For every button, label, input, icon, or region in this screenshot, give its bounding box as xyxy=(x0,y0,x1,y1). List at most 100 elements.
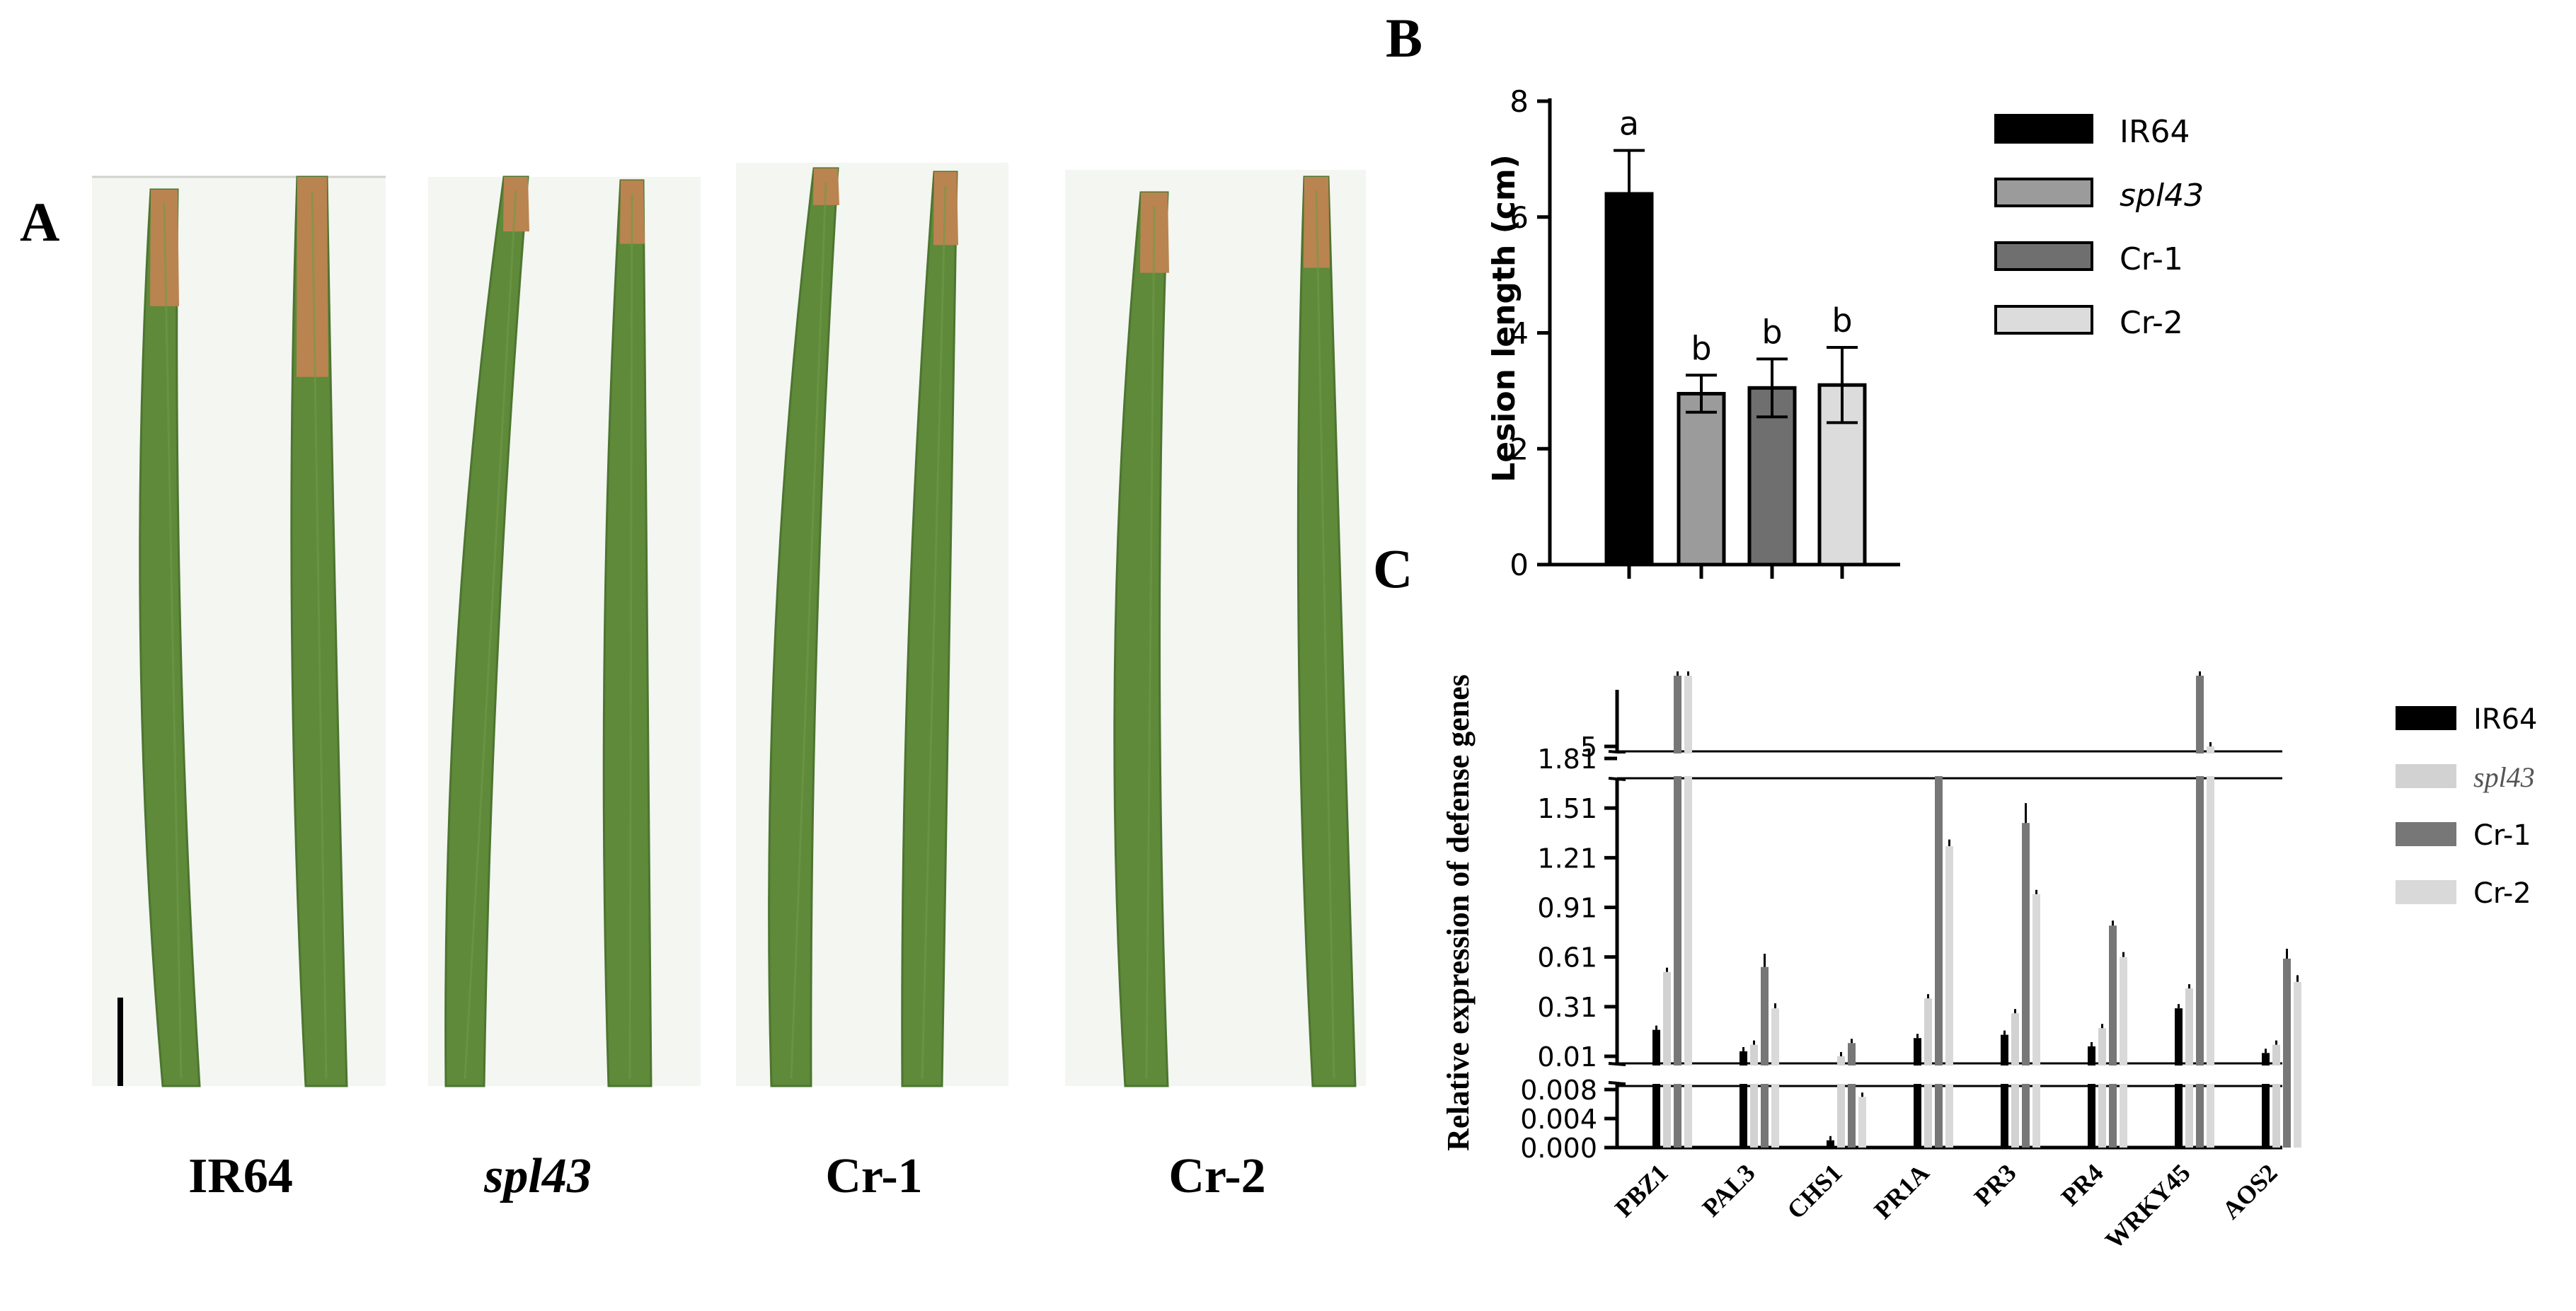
panel-c-bar xyxy=(2001,1034,2008,1148)
panel-c-chart: Relative expression of defense genes 0.0… xyxy=(1441,671,2538,1254)
leaf-group-label-cr2: Cr-2 xyxy=(1168,1149,1265,1203)
panel-c-y-tick-label: 0.01 xyxy=(1537,1041,1597,1073)
panel-c-bar xyxy=(1684,676,1692,1148)
leaf-midrib xyxy=(1315,190,1335,1080)
panel-c-y-tick-label: 1.21 xyxy=(1537,843,1597,874)
panel-c-bar xyxy=(1837,1056,1845,1148)
panel-c-bar xyxy=(1761,966,1769,1148)
leaf-midrib xyxy=(790,182,827,1080)
panel-c-legend-swatch xyxy=(2396,706,2456,730)
leaf-group-label-spl43: spl43 xyxy=(483,1149,592,1203)
panel-c-bar xyxy=(2294,981,2301,1148)
panel-b-y-tick-label: 4 xyxy=(1510,316,1529,351)
leaf-midrib xyxy=(628,194,633,1080)
panel-c-bar xyxy=(1827,1140,1834,1148)
panel-b-legend-label: Cr-1 xyxy=(2120,241,2183,277)
panel-c-x-tick-label: AOS2 xyxy=(2216,1158,2282,1224)
panel-label-b: B xyxy=(1386,7,1422,69)
panel-b-legend-swatch xyxy=(1994,241,2093,271)
panel-b-legend-swatch xyxy=(1994,305,2093,335)
panel-c-bar xyxy=(1858,1097,1866,1148)
panel-c-x-tick-label: PAL3 xyxy=(1697,1158,1761,1222)
panel-c-bar xyxy=(2283,959,2291,1148)
leaf-midrib xyxy=(1145,206,1156,1080)
panel-c-break-gap xyxy=(1619,753,2282,776)
panel-c-x-tick-label: WRKY45 xyxy=(2100,1158,2196,1254)
panel-c-y-tick-label: 0.61 xyxy=(1537,942,1597,974)
panel-a-leaf-images xyxy=(92,163,1366,1087)
panel-c-bar xyxy=(2120,957,2127,1148)
leaf-midrib xyxy=(163,203,183,1080)
leaf-blade xyxy=(444,175,529,1087)
panel-c-bar xyxy=(1740,1051,1747,1148)
leaf-midrib xyxy=(464,190,517,1080)
panel-c-legend-swatch xyxy=(2396,880,2456,904)
panel-c-x-tick-label: PR1A xyxy=(1868,1158,1934,1224)
panel-c-ylabel: Relative expression of defense genes xyxy=(1441,674,1476,1151)
panel-c-bar xyxy=(1663,971,1671,1148)
panel-b-y-tick-label: 6 xyxy=(1510,200,1529,235)
leaf-midrib xyxy=(921,185,947,1080)
leaf-group-label-ir64: IR64 xyxy=(188,1149,293,1203)
panel-c-bar xyxy=(2109,925,2117,1148)
panel-b-significance-label: a xyxy=(1619,105,1639,143)
panel-c-y-tick-label: 5 xyxy=(1580,732,1597,763)
panel-b-y-tick-label: 0 xyxy=(1510,548,1529,582)
panel-c-y-tick-label: 1.51 xyxy=(1537,793,1597,824)
panel-c-bar xyxy=(2207,746,2214,1148)
panel-c-y-tick-label: 1.81 xyxy=(1537,744,1597,775)
panel-c-legend-label: spl43 xyxy=(2473,761,2535,793)
panel-c-bar xyxy=(1674,676,1681,1148)
panel-b-legend-swatch xyxy=(1994,114,2093,144)
panel-c-bar xyxy=(2196,676,2204,1148)
panel-c-x-tick-label: PR3 xyxy=(1969,1158,2022,1211)
panel-c-bar xyxy=(2262,1053,2270,1148)
panel-c-bar xyxy=(1945,845,1953,1148)
panel-b-legend-swatch xyxy=(1994,178,2093,207)
panel-c-y-tick-label: 0.004 xyxy=(1520,1104,1597,1135)
panel-c-bar xyxy=(2098,1028,2106,1148)
panel-c-legend-swatch xyxy=(2396,764,2456,788)
panel-c-legend-label: Cr-2 xyxy=(2473,877,2531,910)
panel-b-significance-label: b xyxy=(1832,301,1852,340)
panel-c-x-tick-label: PR4 xyxy=(2056,1158,2109,1211)
panel-b-ylabel: Lesion length (cm) xyxy=(1486,154,1522,483)
panel-c-bar xyxy=(1935,770,1943,1148)
panel-c-bar xyxy=(1652,1029,1660,1148)
leaf-blade xyxy=(1296,175,1357,1087)
panel-c-bar xyxy=(2088,1046,2095,1148)
panel-c-legend-label: Cr-1 xyxy=(2473,819,2531,852)
panel-c-axis-break-mark xyxy=(1608,1062,1626,1066)
leaf-blade xyxy=(139,188,201,1087)
leaf-blade xyxy=(901,171,958,1087)
leaf-blade xyxy=(1113,191,1169,1087)
panel-c-bar xyxy=(2032,894,2040,1148)
panel-c-break-gap xyxy=(1619,1065,2282,1084)
panel-b-significance-label: b xyxy=(1691,329,1711,367)
panel-b-legend-label: Cr-2 xyxy=(2120,305,2183,341)
panel-c-y-tick-label: 0.008 xyxy=(1520,1075,1597,1106)
panel-c-bar xyxy=(1848,1043,1856,1148)
panel-b-legend-label: IR64 xyxy=(2120,114,2190,150)
panel-c-x-tick-label: CHS1 xyxy=(1781,1158,1847,1224)
panel-b-y-tick-label: 8 xyxy=(1510,84,1529,119)
panel-b-y-tick-label: 2 xyxy=(1510,432,1529,466)
panel-c-legend-label: IR64 xyxy=(2473,703,2538,736)
panel-c-bar xyxy=(1914,1038,1921,1148)
panel-b-bar xyxy=(1604,192,1654,567)
leaf-blade xyxy=(602,179,652,1087)
panel-c-y-tick-label: 0.000 xyxy=(1520,1133,1597,1164)
leaf-group-label-cr1: Cr-1 xyxy=(825,1149,922,1203)
panel-b-chart: Lesion length (cm) 0 2 4 6 8 a b b b IR64 spl43 Cr-… xyxy=(1486,84,2204,582)
panel-c-x-tick-label: PBZ1 xyxy=(1609,1158,1674,1223)
panel-c-axis-break-mark xyxy=(1608,1081,1626,1085)
panel-c-legend-swatch xyxy=(2396,822,2456,846)
panel-b-significance-label: b xyxy=(1761,313,1782,351)
leaf-midrib xyxy=(311,190,328,1080)
panel-c-bar xyxy=(1750,1044,1758,1148)
leaf-lesion xyxy=(503,177,529,232)
panel-b-legend-label: spl43 xyxy=(2120,178,2204,214)
panel-c-y-tick-label: 0.31 xyxy=(1537,992,1597,1023)
leaf-blade xyxy=(768,167,839,1087)
